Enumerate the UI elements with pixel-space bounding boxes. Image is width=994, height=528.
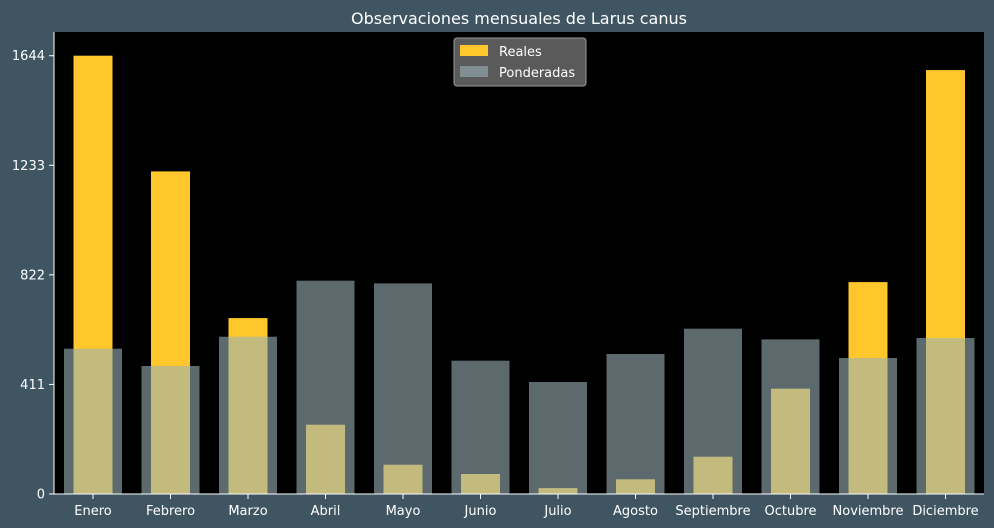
bar-ponderadas-febrero (141, 366, 200, 494)
x-tick-label: Mayo (386, 504, 421, 519)
bar-ponderadas-abril (296, 280, 355, 494)
y-tick-label: 1644 (12, 49, 45, 64)
legend-swatch-ponderadas (460, 66, 488, 77)
x-tick-label: Agosto (613, 504, 658, 519)
x-tick-label: Abril (311, 504, 341, 519)
bar-ponderadas-diciembre (916, 338, 975, 494)
x-tick-label: Junio (464, 504, 497, 519)
x-tick-label: Marzo (228, 504, 267, 519)
bar-ponderadas-agosto (606, 354, 665, 494)
x-axis: Enero Febrero Marzo Abril Mayo Junio Julio Agos… (54, 493, 984, 519)
bar-ponderadas-marzo (219, 336, 277, 494)
x-tick-label: Enero (74, 504, 112, 519)
x-tick-label: Septiembre (675, 504, 750, 519)
bar-ponderadas-mayo (374, 283, 432, 494)
x-tick-label: Octubre (764, 504, 816, 519)
y-tick-label: 0 (37, 488, 45, 503)
bar-ponderadas-septiembre (684, 328, 742, 494)
y-tick-label: 411 (20, 378, 45, 393)
y-tick-label: 822 (20, 268, 45, 283)
legend-swatch-reales (460, 45, 488, 56)
x-tick-label: Noviembre (833, 504, 904, 519)
x-tick-label: Julio (543, 504, 571, 519)
y-axis: 0 411 822 1233 1644 (12, 32, 55, 503)
x-tick-label: Diciembre (912, 504, 978, 519)
y-tick-label: 1233 (12, 159, 45, 174)
series-ponderadas (64, 280, 975, 494)
bar-ponderadas-enero (64, 348, 122, 494)
legend: Reales Ponderadas (453, 37, 587, 87)
legend-label-ponderadas: Ponderadas (499, 66, 575, 81)
bar-ponderadas-junio (451, 360, 510, 494)
legend-label-reales: Reales (499, 45, 542, 60)
plot-area (54, 32, 984, 494)
bar-ponderadas-octubre (761, 339, 820, 494)
x-tick-label: Febrero (146, 504, 195, 519)
chart-title: Observaciones mensuales de Larus canus (351, 9, 687, 28)
bar-ponderadas-julio (529, 382, 587, 494)
bar-ponderadas-noviembre (839, 358, 897, 494)
